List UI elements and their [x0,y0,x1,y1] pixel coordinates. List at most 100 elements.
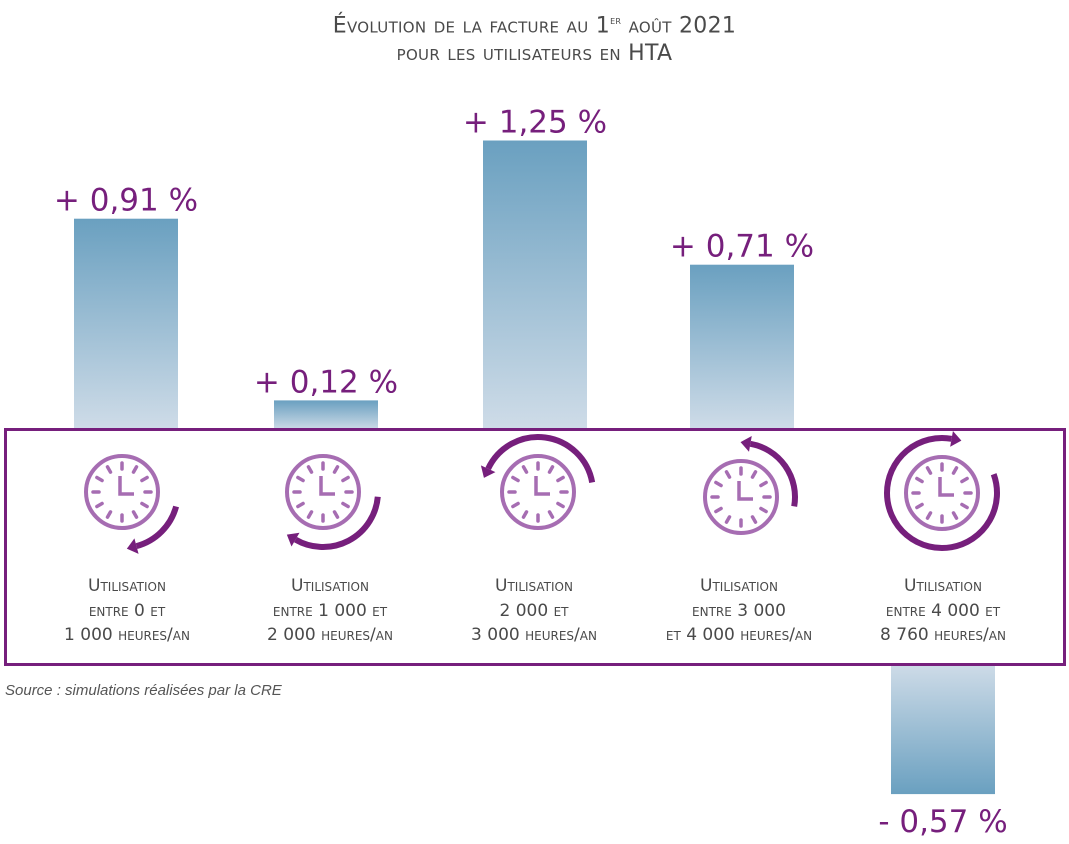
clock-tick [556,501,565,509]
clock-arrow-quarter-icon [285,454,381,550]
clock-hands [737,481,753,501]
value-labels-group: + 0,91 % + 0,12 % + 1,25 % + 0,71 % - 0,57 % [54,105,1008,841]
arrowhead [286,532,300,547]
clock-tick [131,465,139,474]
arrowhead [740,435,752,452]
clock-tick [105,465,113,474]
value-label-3: + 1,25 % [463,105,607,141]
rotation-arrow-arc [884,435,1000,551]
category-label-line: Utilisation [700,576,778,596]
category-label-line: Utilisation [88,576,166,596]
clock-tick [960,502,969,510]
title-line-1: Évolution de la facture au 1er août 2021 [0,6,1069,40]
category-label-line: entre 0 et [88,600,166,621]
bar-4 [690,264,794,430]
chart-subtitle: pour les utilisateurs en HTA [396,41,673,67]
clock-tick [131,510,139,519]
category-label-line: et 4 000 heures/an [665,625,813,645]
category-label-line: 8 760 heures/an [880,625,1006,645]
clock-tick [925,511,933,520]
clock-tick [306,465,314,474]
clock-tick [714,480,723,488]
clock-hands [938,477,954,497]
clock-tick [556,475,565,483]
category-label-line: entre 4 000 et [885,600,1001,621]
clock-face [904,455,980,531]
clock-tick [521,510,529,519]
chart-title: Évolution de la facture au 1er août 2021… [0,6,1069,68]
rotation-arrow-arc [485,434,596,483]
clock-hands [118,476,134,496]
clock-tick [759,506,768,514]
clock-tick [547,465,555,474]
clock-face [84,454,160,530]
clock-tick [332,510,340,519]
category-label-line: entre 1 000 et [272,600,388,621]
bar-1 [74,218,178,430]
clock-tick [724,515,732,524]
clock-face [285,454,361,530]
clock-arrow-short-icon [84,454,179,554]
category-label-5: Utilisation entre 4 000 et 8 760 heures/… [843,574,1043,648]
value-label-1: + 0,91 % [54,183,198,219]
category-label-line: 2 000 et [499,600,569,621]
clock-tick [521,465,529,474]
bar-2 [274,400,378,430]
category-label-line: Utilisation [291,576,369,596]
clock-tick [915,502,924,510]
clock-tick [95,501,104,509]
category-label-line: 3 000 heures/an [471,625,597,645]
clock-tick [140,475,149,483]
value-label-2: + 0,12 % [254,364,398,400]
clock-tick [511,501,520,509]
clock-tick [750,470,758,479]
category-label-4: Utilisation entre 3 000 et 4 000 heures/… [639,574,839,648]
category-box [4,428,1066,666]
rotation-arrow-arc [294,496,381,550]
category-label-line: 2 000 heures/an [267,625,393,645]
clock-tick [960,476,969,484]
clock-tick [511,475,520,483]
category-label-2: Utilisation entre 1 000 et 2 000 heures/… [230,574,430,648]
arrowhead [480,465,496,478]
rotation-arrow-arc [749,440,798,507]
clock-tick [951,511,959,520]
rotation-arrow-arc [135,505,179,549]
clock-tick [140,501,149,509]
bar-3 [483,140,587,430]
clock-tick [306,510,314,519]
clock-tick [714,506,723,514]
clock-tick [296,475,305,483]
clock-tick [759,480,768,488]
clock-arrow-full-icon [884,430,1000,551]
title-suffix: août 2021 [621,13,737,39]
category-label-3: Utilisation 2 000 et 3 000 heures/an [434,574,634,648]
clock-hands [319,476,335,496]
category-label-line: 1 000 heures/an [64,625,190,645]
source-note: Source : simulations réalisées par la CR… [5,682,282,699]
category-label-1: Utilisation entre 0 et 1 000 heures/an [27,574,227,648]
clock-arrow-half-icon [480,434,596,530]
title-prefix: Évolution de la facture au 1 [332,13,611,39]
clock-tick [341,501,350,509]
clock-tick [750,515,758,524]
clock-tick [341,475,350,483]
clock-arrow-three-quarter-icon [703,435,798,535]
clock-tick [105,510,113,519]
arrowhead [126,538,139,554]
clock-tick [296,501,305,509]
value-label-5: - 0,57 % [878,804,1007,840]
clock-tick [724,470,732,479]
clock-tick [95,475,104,483]
clock-tick [951,466,959,475]
clock-face [703,459,779,535]
category-label-line: Utilisation [904,576,982,596]
category-label-line: entre 3 000 [692,600,786,621]
clock-face [500,454,576,530]
bar-5 [891,663,995,795]
clock-tick [547,510,555,519]
clock-tick [332,465,340,474]
category-label-line: Utilisation [495,576,573,596]
